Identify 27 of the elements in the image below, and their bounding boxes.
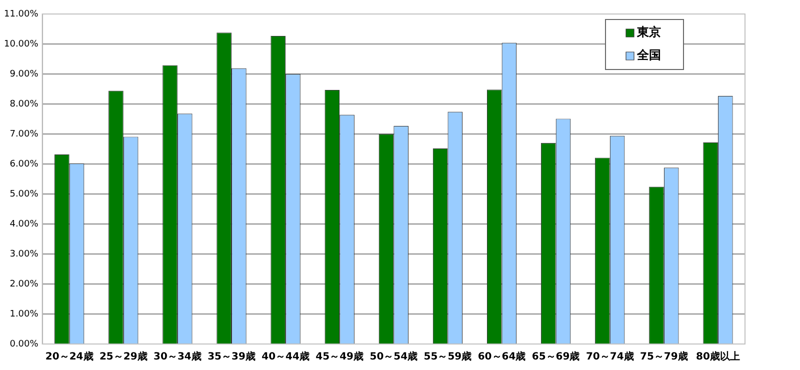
legend-label: 東京 xyxy=(636,25,661,40)
y-tick-label: 9.00% xyxy=(10,69,39,80)
y-tick-label: 11.00% xyxy=(4,9,39,20)
y-tick-label: 5.00% xyxy=(10,189,39,200)
y-tick-label: 4.00% xyxy=(10,219,39,230)
x-tick-label: 40～44歳 xyxy=(262,350,310,363)
x-tick-label: 50～54歳 xyxy=(370,350,418,363)
y-tick-label: 0.00% xyxy=(10,339,39,350)
x-tick-label: 75～79歳 xyxy=(640,350,688,363)
x-tick-label: 55～59歳 xyxy=(424,350,472,363)
y-tick-label: 1.00% xyxy=(10,309,39,320)
x-tick-label: 60～64歳 xyxy=(478,350,526,363)
y-tick-label: 6.00% xyxy=(10,159,39,170)
x-tick-label: 80歳以上 xyxy=(696,350,740,363)
y-tick-label: 3.00% xyxy=(10,249,39,260)
x-tick-label: 25～29歳 xyxy=(99,350,148,363)
y-tick-label: 2.00% xyxy=(10,279,39,290)
x-tick-label: 45～49歳 xyxy=(316,350,364,363)
x-tick-label: 35～39歳 xyxy=(208,350,256,363)
y-tick-label: 8.00% xyxy=(10,99,39,110)
x-tick-label: 20～24歳 xyxy=(45,350,94,363)
x-tick-label: 65～69歳 xyxy=(532,350,580,363)
y-tick-label: 7.00% xyxy=(10,129,39,140)
legend-label: 全国 xyxy=(636,48,661,62)
y-tick-label: 10.00% xyxy=(4,39,39,50)
x-tick-label: 30～34歳 xyxy=(154,350,202,363)
x-tick-label: 70～74歳 xyxy=(586,350,634,363)
